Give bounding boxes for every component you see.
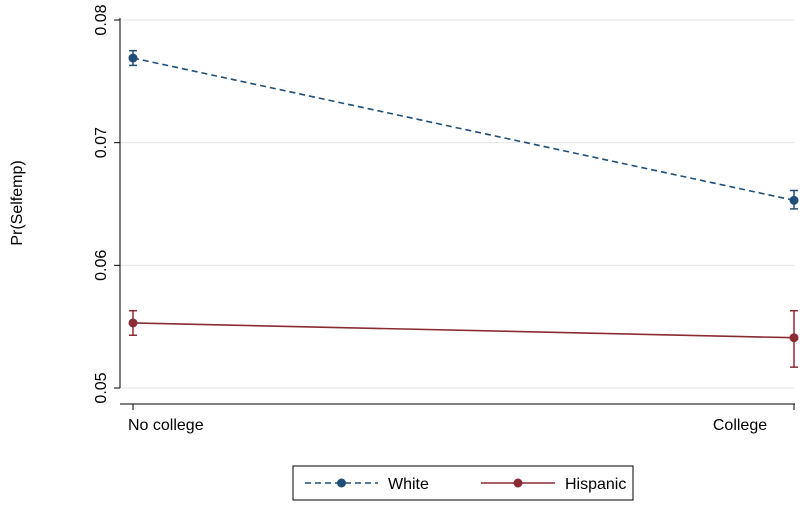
data-point — [128, 53, 138, 63]
series-line-white — [132, 57, 795, 202]
y-axis-label: Pr(Selfemp) — [9, 160, 26, 245]
data-point — [128, 318, 138, 328]
y-tick-label: 0.07 — [93, 127, 110, 158]
legend-swatch-marker — [337, 478, 346, 488]
series-line-hispanic — [132, 322, 795, 339]
legend-label: Hispanic — [565, 476, 626, 493]
data-point — [789, 195, 799, 205]
x-tick-label: College — [713, 417, 767, 434]
x-tick-label: No college — [128, 417, 204, 434]
y-tick-label: 0.05 — [93, 372, 110, 403]
y-tick-label: 0.06 — [93, 250, 110, 281]
series-hispanic — [128, 309, 799, 368]
y-tick-label: 0.08 — [93, 4, 110, 35]
x-ticks: No college College — [128, 404, 795, 434]
y-ticks: 0.05 0.06 0.07 0.08 — [93, 4, 120, 404]
legend-label: White — [388, 476, 429, 493]
grid-layer — [120, 19, 795, 389]
series-white — [128, 49, 799, 210]
data-point — [789, 333, 799, 343]
legend: White Hispanic — [292, 465, 634, 501]
series-layer — [128, 49, 799, 368]
legend-swatch-marker — [513, 478, 523, 488]
